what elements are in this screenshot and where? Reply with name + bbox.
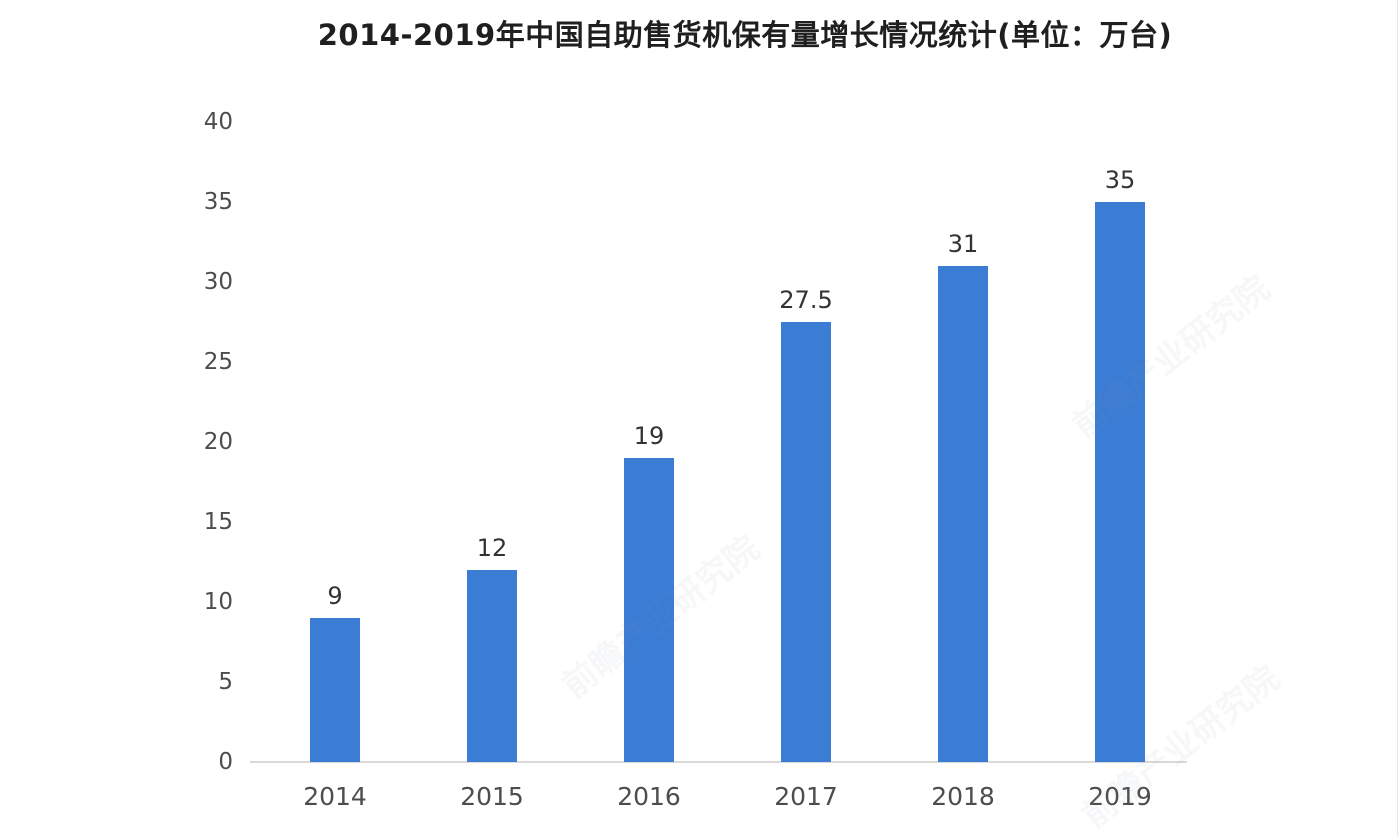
y-axis-tick-label: 10 <box>203 589 233 615</box>
x-axis-tick-label: 2015 <box>460 782 524 811</box>
bar-value-label: 9 <box>327 582 343 610</box>
bar-2014 <box>310 618 360 762</box>
x-axis-tick-label: 2014 <box>303 782 367 811</box>
y-axis-tick-label: 35 <box>203 189 233 215</box>
y-axis-tick-label: 40 <box>203 109 233 135</box>
chart-title: 2014-2019年中国自助售货机保有量增长情况统计(单位：万台) <box>317 18 1173 52</box>
y-axis-tick-label: 0 <box>218 749 233 775</box>
x-axis-tick-label: 2019 <box>1088 782 1152 811</box>
x-axis-tick-label: 2018 <box>931 782 995 811</box>
bar-value-label: 35 <box>1104 166 1136 194</box>
x-axis-tick-label: 2017 <box>774 782 838 811</box>
bar-2017 <box>781 322 831 762</box>
bar-2016 <box>624 458 674 762</box>
bar-2018 <box>938 266 988 762</box>
y-axis-tick-label: 15 <box>203 509 233 535</box>
y-axis-tick-label: 30 <box>203 269 233 295</box>
right-edge-divider <box>1397 0 1398 836</box>
x-axis-tick-label: 2016 <box>617 782 681 811</box>
bar-value-label: 31 <box>947 230 979 258</box>
bar-value-label: 19 <box>633 422 665 450</box>
y-axis-tick-label: 5 <box>218 669 233 695</box>
y-axis-tick-label: 25 <box>203 349 233 375</box>
bar-value-label: 12 <box>476 534 508 562</box>
y-axis-tick-label: 20 <box>203 429 233 455</box>
bar-2015 <box>467 570 517 762</box>
watermark-text: 前瞻产业研究院 <box>1065 268 1278 447</box>
bar-2019 <box>1095 202 1145 762</box>
x-axis-line <box>250 761 1187 763</box>
bar-value-label: 27.5 <box>779 286 833 314</box>
